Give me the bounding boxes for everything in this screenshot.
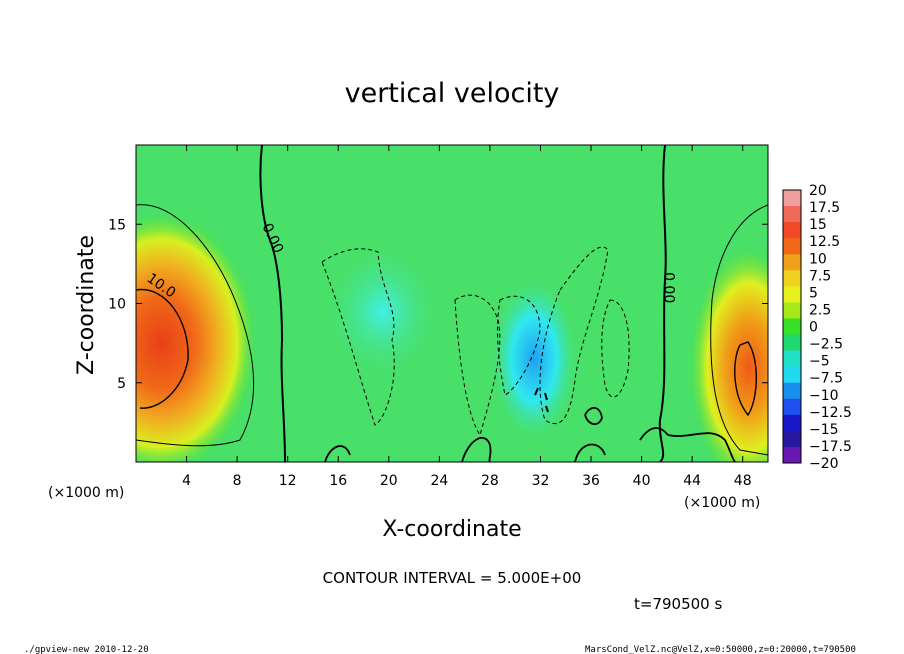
downdraft-2 xyxy=(322,241,443,382)
colorbar-swatch xyxy=(783,270,801,287)
contour-10-left xyxy=(136,204,255,447)
contour-10-left-inner xyxy=(136,288,189,409)
y-tick-label: 10 xyxy=(108,297,126,313)
contour-10-right-inner xyxy=(734,341,757,417)
colorbar-frame xyxy=(782,189,802,464)
y-tick-label: 15 xyxy=(108,217,126,233)
x-tick-label: 44 xyxy=(683,473,701,489)
colorbar-label: 20 xyxy=(809,183,827,199)
chart-title: vertical velocity xyxy=(345,78,560,109)
colorbar-label: −12.5 xyxy=(809,405,852,421)
contour-neg-small xyxy=(601,299,630,398)
updraft-2 xyxy=(689,246,768,462)
downdraft-1 xyxy=(489,273,580,444)
colorbar-label: −20 xyxy=(809,456,839,472)
colorbar-swatch xyxy=(783,350,801,368)
colorbar-label: 7.5 xyxy=(809,268,831,284)
x-axis-label: X-coordinate xyxy=(382,517,521,542)
colorbar-swatch xyxy=(783,302,801,319)
time-stamp: t=790500 s xyxy=(634,595,722,613)
x-tick-label: 48 xyxy=(734,473,752,489)
contour-neg-mid xyxy=(454,294,501,437)
colorbar-swatch xyxy=(783,238,801,255)
contour-interval: CONTOUR INTERVAL = 5.000E+00 xyxy=(323,569,582,587)
colorbar-label: 10 xyxy=(809,251,827,267)
x-tick-label: 40 xyxy=(633,473,651,489)
colorbar-label: −2.5 xyxy=(809,337,843,353)
x-tick-label: 24 xyxy=(430,473,448,489)
colorbar-swatch xyxy=(783,286,801,303)
colorbar-swatch xyxy=(783,414,801,432)
x-axis: 4 8 12 16 20 24 28 32 36 40 44 48 xyxy=(182,145,752,489)
colorbar-swatch xyxy=(783,254,801,271)
contour-neg-center xyxy=(497,295,541,396)
colorbar-swatch xyxy=(783,206,801,223)
colorbar-label: −15 xyxy=(809,422,839,438)
x-unit-right: (×1000 m) xyxy=(684,495,760,511)
colorbar-swatch xyxy=(783,334,801,352)
x-tick-label: 16 xyxy=(329,473,347,489)
colorbar-label: 15 xyxy=(809,217,827,233)
x-tick-label: 32 xyxy=(532,473,550,489)
colorbar-label: 17.5 xyxy=(809,200,840,216)
x-tick-label: 36 xyxy=(582,473,600,489)
contour-label-3: 0.00 xyxy=(660,272,676,303)
colorbar-swatch xyxy=(783,430,801,448)
colorbar-swatch xyxy=(783,190,801,207)
contour-zero-right xyxy=(658,145,667,462)
contour-neg-left xyxy=(321,248,395,426)
colorbar-label: −17.5 xyxy=(809,439,852,455)
colorbar-swatch xyxy=(783,446,801,464)
contour-downdraft-core xyxy=(534,387,549,413)
colorbar-label: −10 xyxy=(809,388,839,404)
x-unit-left: (×1000 m) xyxy=(48,485,124,501)
y-tick-label: 5 xyxy=(117,376,126,392)
colorbar-label: 0 xyxy=(809,320,818,336)
colorbar-label: −7.5 xyxy=(809,371,843,387)
contour-zero-left xyxy=(259,145,286,462)
y-axis-label: Z-coordinate xyxy=(74,235,99,375)
colorbar-label: 2.5 xyxy=(809,302,831,318)
contour-bottom-bumps xyxy=(324,406,736,462)
colorbar-label: 5 xyxy=(809,285,818,301)
footer-right: MarsCond_VelZ.nc@VelZ,x=0:50000,z=0:2000… xyxy=(585,645,856,654)
x-tick-label: 12 xyxy=(279,473,297,489)
colorbar-label: −5 xyxy=(809,354,830,370)
x-tick-label: 28 xyxy=(481,473,499,489)
x-tick-label: 8 xyxy=(233,473,242,489)
x-tick-label: 4 xyxy=(182,473,191,489)
y-axis: 5 10 15 xyxy=(108,217,768,392)
colorbar-swatch xyxy=(783,398,801,416)
colorbar-swatch xyxy=(783,366,801,384)
plot-area: 10.00.000.00 xyxy=(136,145,768,462)
x-tick-label: 20 xyxy=(380,473,398,489)
colorbar-swatch xyxy=(783,222,801,239)
contour-10-right xyxy=(710,204,768,456)
colorbar-swatch xyxy=(783,382,801,400)
colorbar-swatch xyxy=(783,318,801,336)
colorbar-label: 12.5 xyxy=(809,234,840,250)
footer-left: ./gpview-new 2010-12-20 xyxy=(24,645,149,654)
